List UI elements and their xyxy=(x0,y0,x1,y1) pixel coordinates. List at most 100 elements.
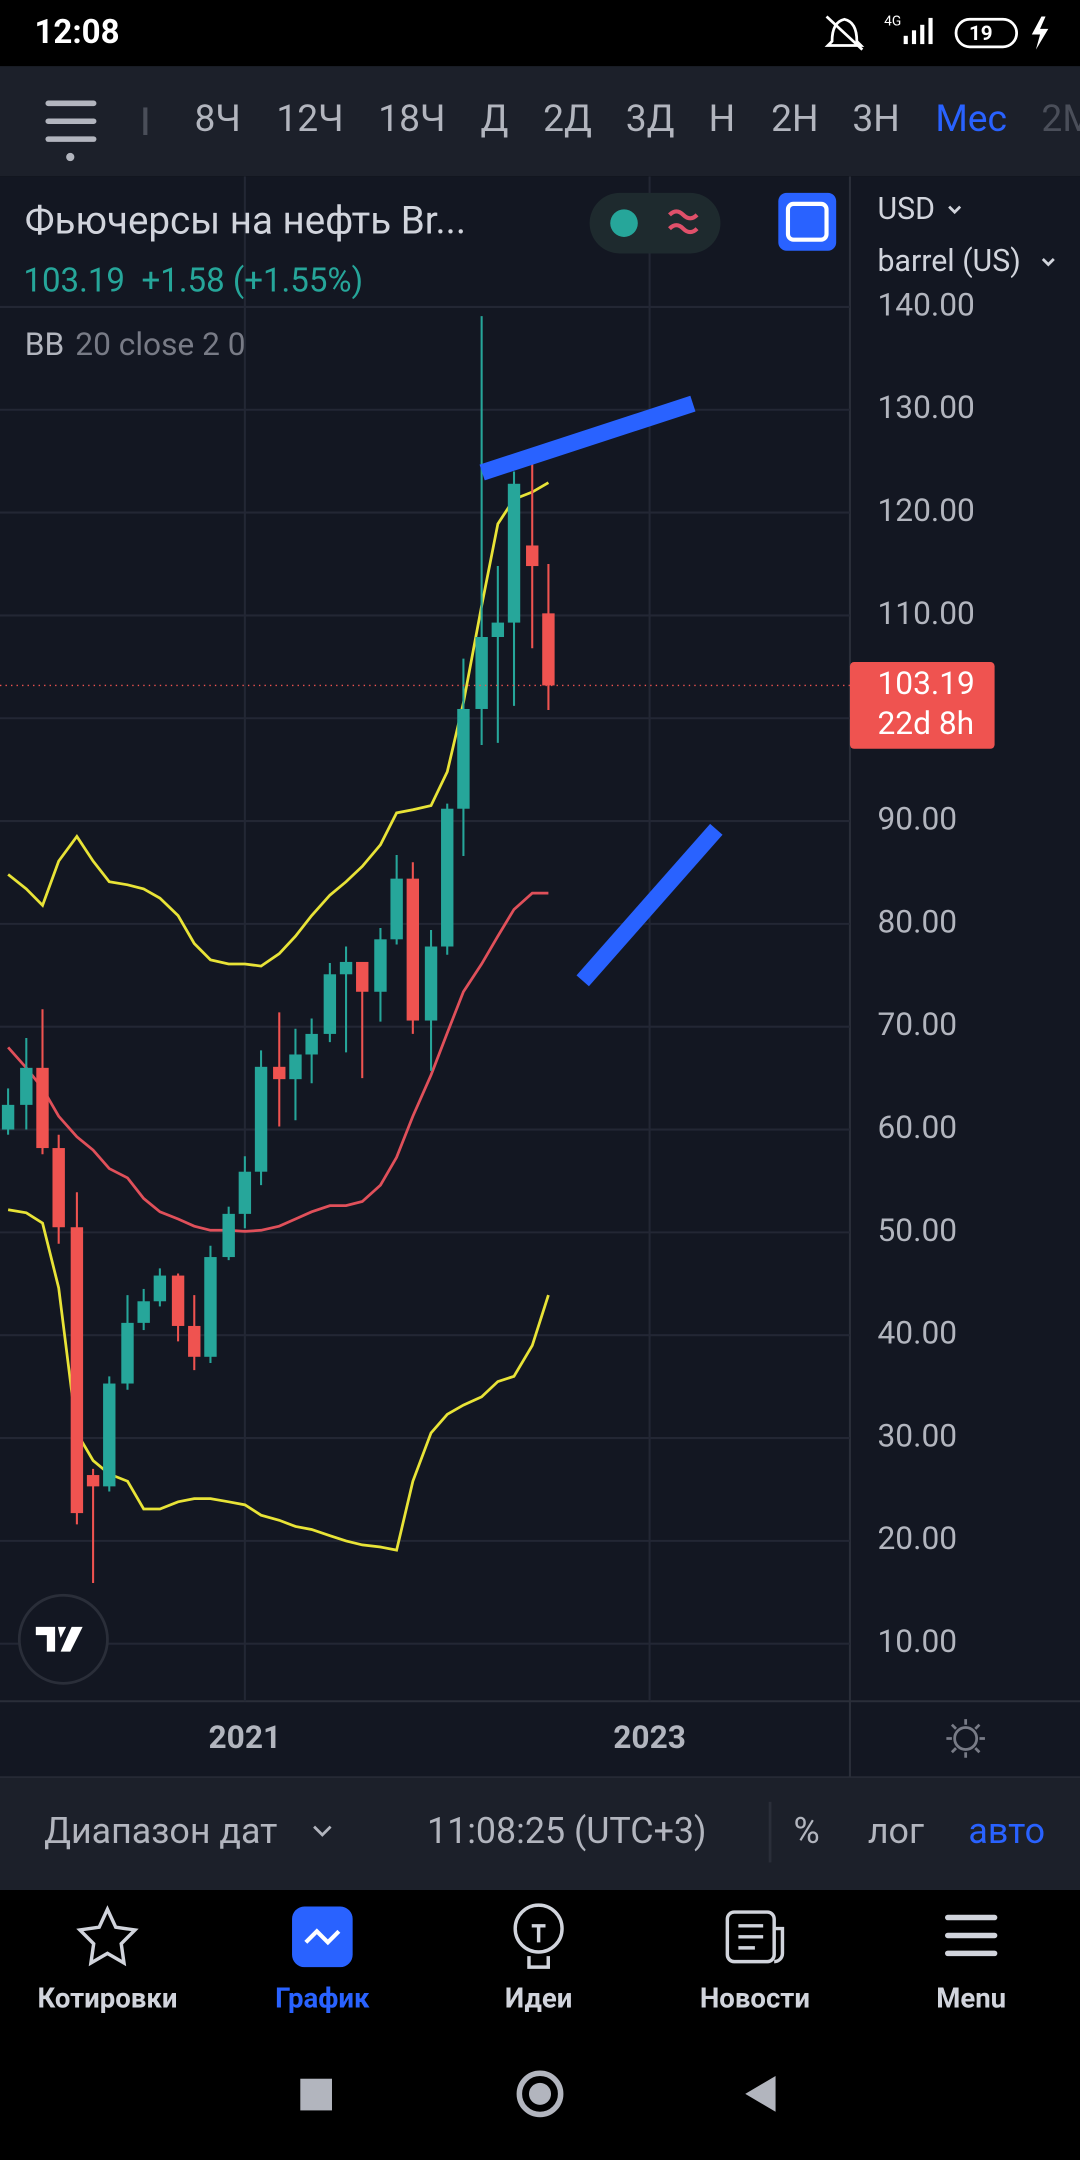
y-tick-label: 50.00 xyxy=(878,1212,958,1249)
indicator-legend: BB 20 close 2 0 xyxy=(25,327,246,364)
candle-body xyxy=(356,961,369,992)
price-line: 103.19 +1.58 (+1.55%) xyxy=(23,261,363,300)
menu-icon xyxy=(945,1914,998,1957)
logo[interactable] xyxy=(17,1593,109,1685)
candle-body xyxy=(305,1033,318,1055)
last-price-label: 103.19 xyxy=(878,665,975,702)
menu-button[interactable] xyxy=(45,100,97,162)
auto-toggle[interactable]: авто xyxy=(968,1810,1045,1852)
candle-body xyxy=(457,708,470,809)
chart: 10.00 20.00 30.00 40.00 50.00 60.00 70.00 80.00… xyxy=(0,176,995,1756)
y-tick-label: 110.00 xyxy=(878,595,975,632)
candle-body xyxy=(475,636,488,709)
quotes-icon xyxy=(76,1905,139,1967)
timeframe[interactable]: 3Н xyxy=(852,97,899,141)
y-tick-label: 130.00 xyxy=(878,389,975,426)
candle-body xyxy=(171,1275,185,1326)
nav-label[interactable]: Идеи xyxy=(505,1981,572,2014)
nav-label[interactable]: Новости xyxy=(700,1981,810,2014)
y-tick-label: 30.00 xyxy=(878,1417,958,1454)
candle-body xyxy=(20,1067,33,1105)
candle-body xyxy=(374,939,387,992)
toolbar xyxy=(0,66,1080,177)
candle-body xyxy=(289,1054,302,1080)
indicator-params: 20 close 2 0 xyxy=(75,327,245,364)
candle-body xyxy=(188,1325,201,1357)
band-line xyxy=(7,1208,550,1552)
candle-body xyxy=(542,613,555,686)
battery-level: 19 xyxy=(969,22,993,46)
x-tick-label: 2021 xyxy=(209,1719,282,1756)
candle-body xyxy=(339,961,353,975)
candle-body xyxy=(36,1067,49,1149)
price: 103.19 xyxy=(23,261,125,300)
timeframe[interactable]: 18Ч xyxy=(378,97,445,141)
candle-body xyxy=(1,1104,15,1130)
candle-body xyxy=(424,946,438,1021)
nav-label[interactable]: График xyxy=(275,1981,370,2014)
symbol-name: Фьючерсы на нефть Br... xyxy=(25,198,466,243)
unit[interactable]: barrel (US) xyxy=(878,244,1021,279)
candle-body xyxy=(507,483,521,623)
recents-button[interactable] xyxy=(300,2078,332,2111)
candle-body xyxy=(491,622,505,637)
timeframe[interactable]: 12Ч xyxy=(276,97,343,141)
y-tick-label: 60.00 xyxy=(878,1109,958,1146)
mute-icon xyxy=(824,15,865,51)
indicator-name: BB xyxy=(25,327,64,364)
timeframe[interactable]: 8Ч xyxy=(194,97,240,141)
timeframe[interactable]: 2Н xyxy=(771,97,818,141)
timeframe[interactable]: Мес xyxy=(935,97,1007,141)
chevron xyxy=(948,205,962,215)
timeframe[interactable]: Д xyxy=(481,97,509,141)
log-toggle[interactable]: лог xyxy=(868,1810,924,1852)
y-tick-label: 40.00 xyxy=(878,1315,958,1352)
clock: 12:08 xyxy=(34,13,119,52)
y-tick-label: 70.00 xyxy=(878,1006,958,1043)
nav-label[interactable]: Menu xyxy=(936,1981,1006,2014)
drawing-line[interactable] xyxy=(479,395,696,481)
bottom-toolbar xyxy=(0,1777,1080,1890)
y-tick-label: 140.00 xyxy=(878,286,975,323)
chart-area xyxy=(0,176,1080,1778)
candle-body xyxy=(238,1171,252,1214)
time-zone-clock[interactable]: 11:08:25 (UTC+3) xyxy=(427,1810,706,1852)
candle-body xyxy=(273,1066,286,1080)
candle-body xyxy=(204,1257,217,1357)
candle-body xyxy=(103,1383,116,1487)
date-range[interactable]: Диапазон дат xyxy=(44,1810,277,1852)
battery xyxy=(954,17,1019,49)
y-tick-label: 120.00 xyxy=(878,492,975,529)
percent-toggle[interactable]: % xyxy=(793,1810,819,1852)
candle-body xyxy=(254,1066,268,1172)
settings-button[interactable] xyxy=(946,1719,985,1758)
nav-label[interactable]: Котировки xyxy=(37,1981,177,2014)
chart-icon-line xyxy=(304,1928,341,1946)
timeframe[interactable]: 3Д xyxy=(626,97,675,141)
candle-body xyxy=(323,974,337,1034)
home-button[interactable] xyxy=(516,2070,564,2118)
candle-body xyxy=(222,1213,235,1258)
fullscreen-button[interactable] xyxy=(778,192,837,251)
signal-icon xyxy=(903,17,933,45)
ideas-icon xyxy=(513,1903,564,1969)
delay-icon xyxy=(668,209,699,235)
candle-body xyxy=(406,878,420,1021)
timeframe[interactable]: 2Д xyxy=(543,97,592,141)
currency[interactable]: USD xyxy=(878,192,936,227)
x-tick-label: 2023 xyxy=(613,1719,686,1756)
status-pill[interactable] xyxy=(589,192,721,254)
market-open-dot xyxy=(610,209,638,237)
home-dot xyxy=(528,2082,552,2105)
charging-icon xyxy=(1031,16,1049,50)
timeframe[interactable]: Н xyxy=(709,97,736,141)
status-bar xyxy=(0,0,1080,67)
back-button[interactable] xyxy=(745,2075,776,2112)
candle-body xyxy=(137,1301,150,1323)
drawing-line[interactable] xyxy=(576,823,723,987)
y-tick-label: 90.00 xyxy=(878,800,958,837)
news-icon xyxy=(725,1910,785,1964)
timeframe[interactable]: 2М xyxy=(1041,97,1080,141)
cut-timeframe xyxy=(143,107,148,135)
